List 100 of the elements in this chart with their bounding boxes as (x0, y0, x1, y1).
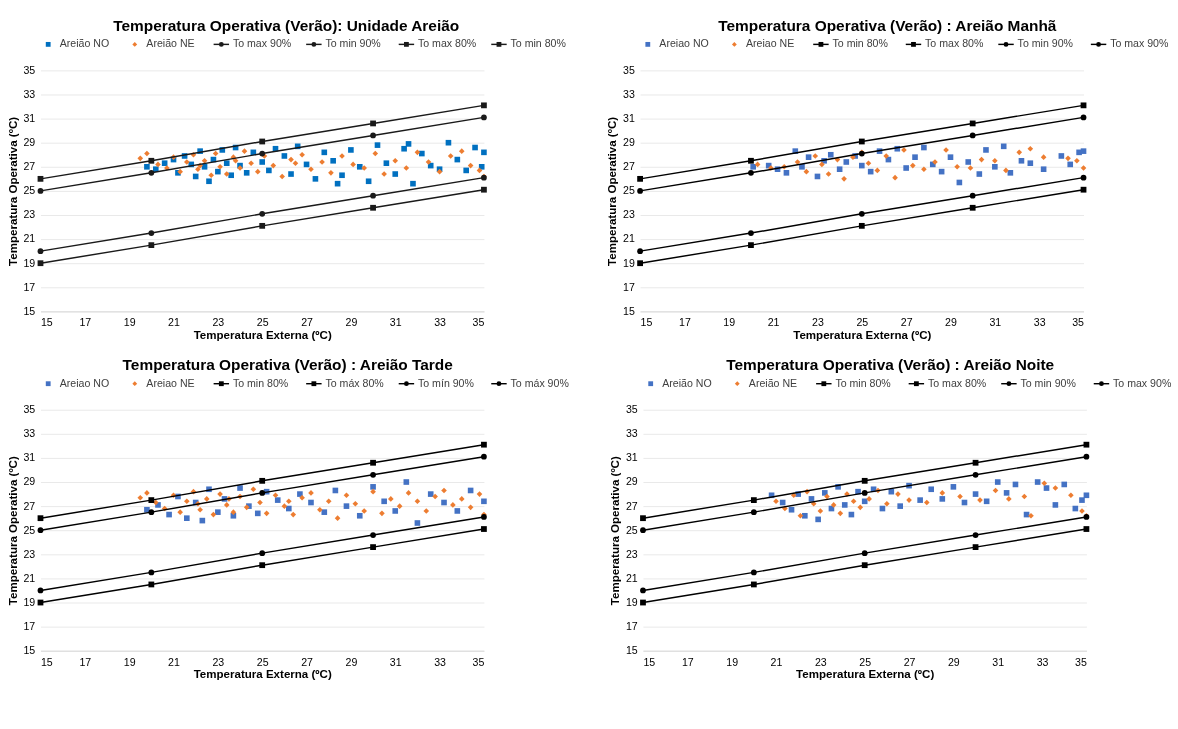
y-tick-label: 17 (23, 280, 36, 293)
chart-title: Temperatura Operativa (Verão) : Areião Tarde (122, 356, 454, 374)
y-tick-label: 17 (622, 280, 635, 293)
legend-label: To max 90% (1113, 376, 1172, 389)
y-axis-title: Temperatura Operativa (ºC) (6, 116, 19, 266)
y-tick-label: 33 (625, 427, 638, 440)
y-tick-label: 15 (625, 644, 638, 657)
legend-label: To max 80% (927, 376, 987, 389)
legend-label: To min 90% (325, 37, 382, 50)
y-tick-label: 19 (23, 595, 36, 608)
y-tick-label: 35 (23, 63, 36, 76)
y-tick-label: 33 (23, 427, 36, 440)
legend-label: Areião NE (748, 376, 798, 389)
x-tick-label: 25 (856, 316, 869, 329)
x-tick-label: 23 (212, 655, 225, 668)
x-tick-label: 15 (40, 316, 53, 329)
x-tick-label: 17 (79, 655, 92, 668)
legend-label: To max 80% (925, 37, 984, 50)
x-tick-label: 21 (168, 316, 180, 329)
y-tick-label: 25 (23, 523, 36, 536)
y-tick-label: 25 (625, 523, 638, 536)
chart-title: Temperatura Operativa (Verão) : Areião Noite (726, 356, 1055, 374)
y-tick-label: 35 (622, 63, 635, 76)
y-tick-label: 31 (23, 451, 36, 464)
x-tick-label: 23 (814, 655, 827, 668)
x-axis-title: Temperatura Externa (ºC) (796, 668, 935, 681)
x-tick-label: 19 (123, 316, 136, 329)
legend-label: To máx 90% (510, 376, 570, 389)
y-tick-label: 35 (23, 403, 36, 416)
y-tick-label: 19 (23, 256, 36, 269)
y-tick-label: 27 (625, 499, 638, 512)
x-tick-label: 25 (256, 655, 269, 668)
x-tick-label: 27 (903, 655, 916, 668)
x-tick-label: 17 (79, 316, 92, 329)
legend-label: To min 90% (1017, 37, 1074, 50)
y-tick-label: 21 (23, 232, 36, 245)
legend-label: To max 90% (232, 37, 292, 50)
y-tick-label: 27 (622, 160, 635, 173)
x-axis-title: Temperatura Externa (ºC) (193, 668, 332, 681)
x-tick-label: 17 (681, 655, 694, 668)
y-tick-label: 27 (23, 160, 36, 173)
y-tick-label: 23 (622, 208, 635, 221)
x-tick-label: 23 (212, 316, 225, 329)
x-tick-label: 21 (168, 655, 180, 668)
y-tick-label: 29 (23, 136, 36, 149)
y-tick-label: 29 (625, 475, 638, 488)
x-tick-label: 29 (945, 316, 957, 329)
x-tick-label: 19 (723, 316, 736, 329)
legend-label: To min 80% (232, 376, 289, 389)
legend-label: Areiao NE (745, 37, 795, 50)
y-tick-label: 15 (622, 304, 635, 317)
chart-title: Temperatura Operativa (Verão) : Areião Manhã (718, 16, 1057, 34)
y-tick-label: 17 (23, 620, 36, 632)
legend-label: To min 80% (510, 37, 567, 50)
x-tick-label: 19 (123, 655, 136, 668)
x-tick-label: 15 (640, 316, 653, 329)
legend-label: Areião NE (146, 37, 195, 50)
y-tick-label: 25 (622, 184, 635, 197)
legend-label: To máx 80% (325, 376, 385, 389)
y-tick-label: 31 (625, 451, 638, 464)
legend-label: To mín 90% (417, 376, 475, 389)
legend-label: To max 90% (1110, 37, 1170, 50)
legend-label: Areiao NO (659, 37, 709, 50)
x-tick-label: 31 (989, 316, 1002, 329)
x-tick-label: 31 (389, 316, 402, 329)
x-tick-label: 31 (992, 655, 1005, 668)
y-tick-label: 25 (23, 184, 36, 197)
y-tick-label: 27 (23, 499, 36, 512)
y-tick-label: 23 (625, 547, 638, 560)
x-tick-label: 33 (1036, 655, 1049, 668)
y-axis-title: Temperatura Operativa (ºC) (609, 456, 622, 606)
y-tick-label: 21 (622, 232, 635, 245)
x-tick-label: 35 (472, 316, 485, 329)
y-tick-label: 15 (23, 644, 36, 657)
x-tick-label: 33 (434, 316, 447, 329)
y-tick-label: 31 (622, 111, 635, 124)
legend-label: Areiao NO (59, 376, 110, 389)
x-tick-label: 35 (1072, 316, 1085, 329)
x-tick-label: 21 (767, 316, 780, 329)
x-tick-label: 29 (947, 655, 960, 668)
x-tick-label: 21 (770, 655, 783, 668)
x-axis-title: Temperatura Externa (ºC) (793, 328, 932, 341)
chart-title: Temperatura Operativa (Verão): Unidade Areião (113, 16, 460, 34)
x-tick-label: 33 (434, 655, 447, 668)
x-axis-title: Temperatura Externa (ºC) (193, 328, 332, 341)
y-tick-label: 17 (625, 620, 638, 632)
legend-label: To min 90% (1020, 376, 1077, 389)
y-tick-label: 23 (23, 547, 36, 560)
y-tick-label: 31 (23, 111, 36, 124)
legend-label: Areião NO (662, 376, 712, 389)
x-tick-label: 15 (40, 655, 53, 668)
y-tick-label: 33 (23, 87, 36, 100)
legend-label: To min 80% (832, 37, 889, 50)
y-tick-label: 35 (625, 403, 638, 416)
x-tick-label: 31 (389, 655, 402, 668)
x-tick-label: 25 (859, 655, 872, 668)
x-tick-label: 15 (643, 655, 656, 668)
legend-label: To min 80% (835, 376, 892, 389)
y-tick-label: 29 (23, 475, 36, 488)
y-tick-label: 23 (23, 208, 36, 221)
